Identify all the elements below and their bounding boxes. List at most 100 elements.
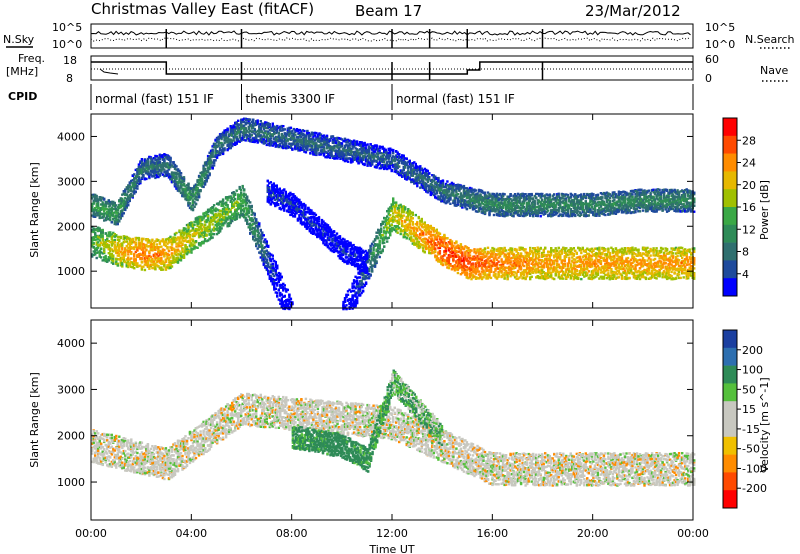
lower_echo_band-cell	[464, 253, 467, 256]
lower_echo_band-cell	[273, 269, 276, 272]
lower_echo_band-cell	[348, 288, 351, 291]
lower_echo_band-cell	[548, 250, 551, 254]
lower_echo_band-cell	[140, 248, 144, 251]
lower_echo_band-cell	[538, 249, 541, 252]
lower_echo_band-cell	[476, 255, 479, 258]
lower_echo_band-cell	[358, 293, 362, 297]
lower_echo_band-cell	[676, 267, 679, 270]
lower_echo_band-cell	[167, 241, 171, 244]
lower_echo_band-cell	[428, 240, 431, 244]
lower_echo_band-cell	[276, 281, 279, 285]
lower_echo_band-cell	[172, 237, 175, 240]
lower_echo_band-cell	[598, 250, 601, 253]
lower_echo_band-cell	[349, 303, 353, 307]
lower_echo_band-cell	[668, 276, 672, 279]
lower_echo_band-cell	[441, 260, 445, 263]
lower_echo_band-cell	[148, 250, 151, 253]
lower_echo_band-cell	[279, 291, 282, 295]
lower_echo_band-cell	[518, 248, 521, 251]
nsearch-tick-low: 10^0	[705, 38, 735, 51]
lower_echo_band-cell	[259, 245, 262, 248]
lower_echo_band-cell	[146, 245, 150, 248]
lower_echo_band-cell	[197, 215, 201, 219]
lower_echo_band-cell	[649, 254, 652, 257]
lower_echo_band-cell	[617, 271, 621, 274]
lower_echo_band-cell	[194, 229, 198, 232]
lower_echo_band-cell	[158, 261, 162, 264]
lower_echo_band-cell	[280, 302, 283, 305]
lower_echo_band-cell	[522, 256, 526, 259]
lower_echo_band-cell	[404, 227, 407, 230]
lower_echo_band-cell	[358, 269, 362, 272]
lower_echo_band-cell	[476, 269, 479, 272]
lower_echo_band-cell	[348, 306, 351, 309]
lower_echo_band-cell	[420, 225, 423, 228]
lower_echo_band-cell	[200, 240, 204, 244]
lower_echo_band-cell	[191, 238, 195, 241]
lower_echo_band-cell	[411, 213, 414, 216]
lower_echo_band-cell	[182, 256, 186, 259]
lower_echo_band-cell	[107, 234, 110, 238]
lower_echo_band-cell	[178, 230, 181, 234]
lower_echo_band-cell	[395, 211, 398, 214]
lower_echo_band-cell	[516, 259, 520, 263]
lower_echo_band-cell	[218, 228, 222, 231]
lower_echo_band-cell	[641, 248, 645, 251]
lower_echo_band-cell	[169, 266, 172, 270]
lower_echo_band-cell	[178, 240, 181, 243]
lower_echo_band-cell	[217, 219, 220, 223]
lower_echo_band-cell	[521, 255, 524, 258]
lower_echo_band-cell	[404, 224, 407, 228]
lower_echo_band-cell	[115, 245, 118, 249]
lower_echo_band-cell	[404, 206, 407, 209]
lower_echo_band-cell	[208, 232, 211, 236]
lower_echo_band-cell	[422, 246, 425, 250]
lower_echo_band-cell	[413, 232, 416, 236]
lower_echo_band-cell	[661, 273, 664, 276]
lower_echo_band-cell	[256, 234, 259, 238]
lower_echo_band-cell	[377, 245, 380, 248]
lower_echo_band-cell	[387, 207, 390, 210]
lower_echo_band-cell	[434, 235, 437, 239]
lower_echo_band-cell	[524, 270, 527, 274]
lower_echo_band-cell	[166, 257, 169, 260]
lower_echo_band-cell	[164, 268, 168, 271]
lower_echo_band-cell	[539, 269, 542, 272]
lower_echo_band-cell	[367, 267, 371, 271]
lower_echo_band-cell	[435, 238, 438, 241]
lower_echo_band-cell	[154, 252, 157, 255]
lower_echo_band-cell	[559, 270, 562, 273]
lower_echo_band-cell	[479, 264, 482, 267]
lower_echo_band-cell	[653, 265, 657, 269]
lower_echo_band-cell	[464, 268, 467, 271]
lower_echo_band-cell	[387, 213, 390, 216]
lower_echo_band-cell	[522, 270, 526, 273]
lower_echo_band-cell	[538, 262, 541, 265]
lower_echo_band-cell	[525, 253, 529, 256]
lower_echo_band-cell	[535, 249, 538, 253]
lower_echo_band-cell	[529, 246, 532, 250]
lower_echo_band-cell	[164, 251, 168, 255]
lower_echo_band-cell	[566, 249, 569, 253]
lower_echo_band-cell	[671, 265, 675, 268]
lower_echo_band-cell	[160, 239, 163, 243]
lower_echo_band-cell	[237, 203, 240, 206]
lower_echo_band-cell	[572, 267, 575, 270]
lower_echo_band-cell	[140, 242, 144, 246]
lower_echo_band-cell	[619, 248, 622, 251]
lower_echo_band-cell	[267, 263, 270, 266]
lower_echo_band-cell	[158, 245, 162, 249]
lower_echo_band-cell	[178, 244, 181, 247]
lower_echo_band-cell	[258, 251, 261, 254]
lower_echo_band-cell	[583, 275, 586, 278]
lower_echo_band-cell	[231, 213, 234, 216]
lower_echo_band-cell	[607, 272, 610, 275]
lower_echo_band-cell	[611, 274, 615, 277]
lower_echo_band-cell	[106, 234, 109, 237]
lower_echo_band-cell	[581, 255, 584, 258]
lower_echo_band-cell	[202, 216, 205, 219]
lower_echo_band-cell	[352, 305, 356, 308]
nsky-label: N.Sky	[3, 33, 35, 46]
lower_echo_band-cell	[590, 247, 594, 250]
lower_echo_band-cell	[665, 269, 669, 273]
